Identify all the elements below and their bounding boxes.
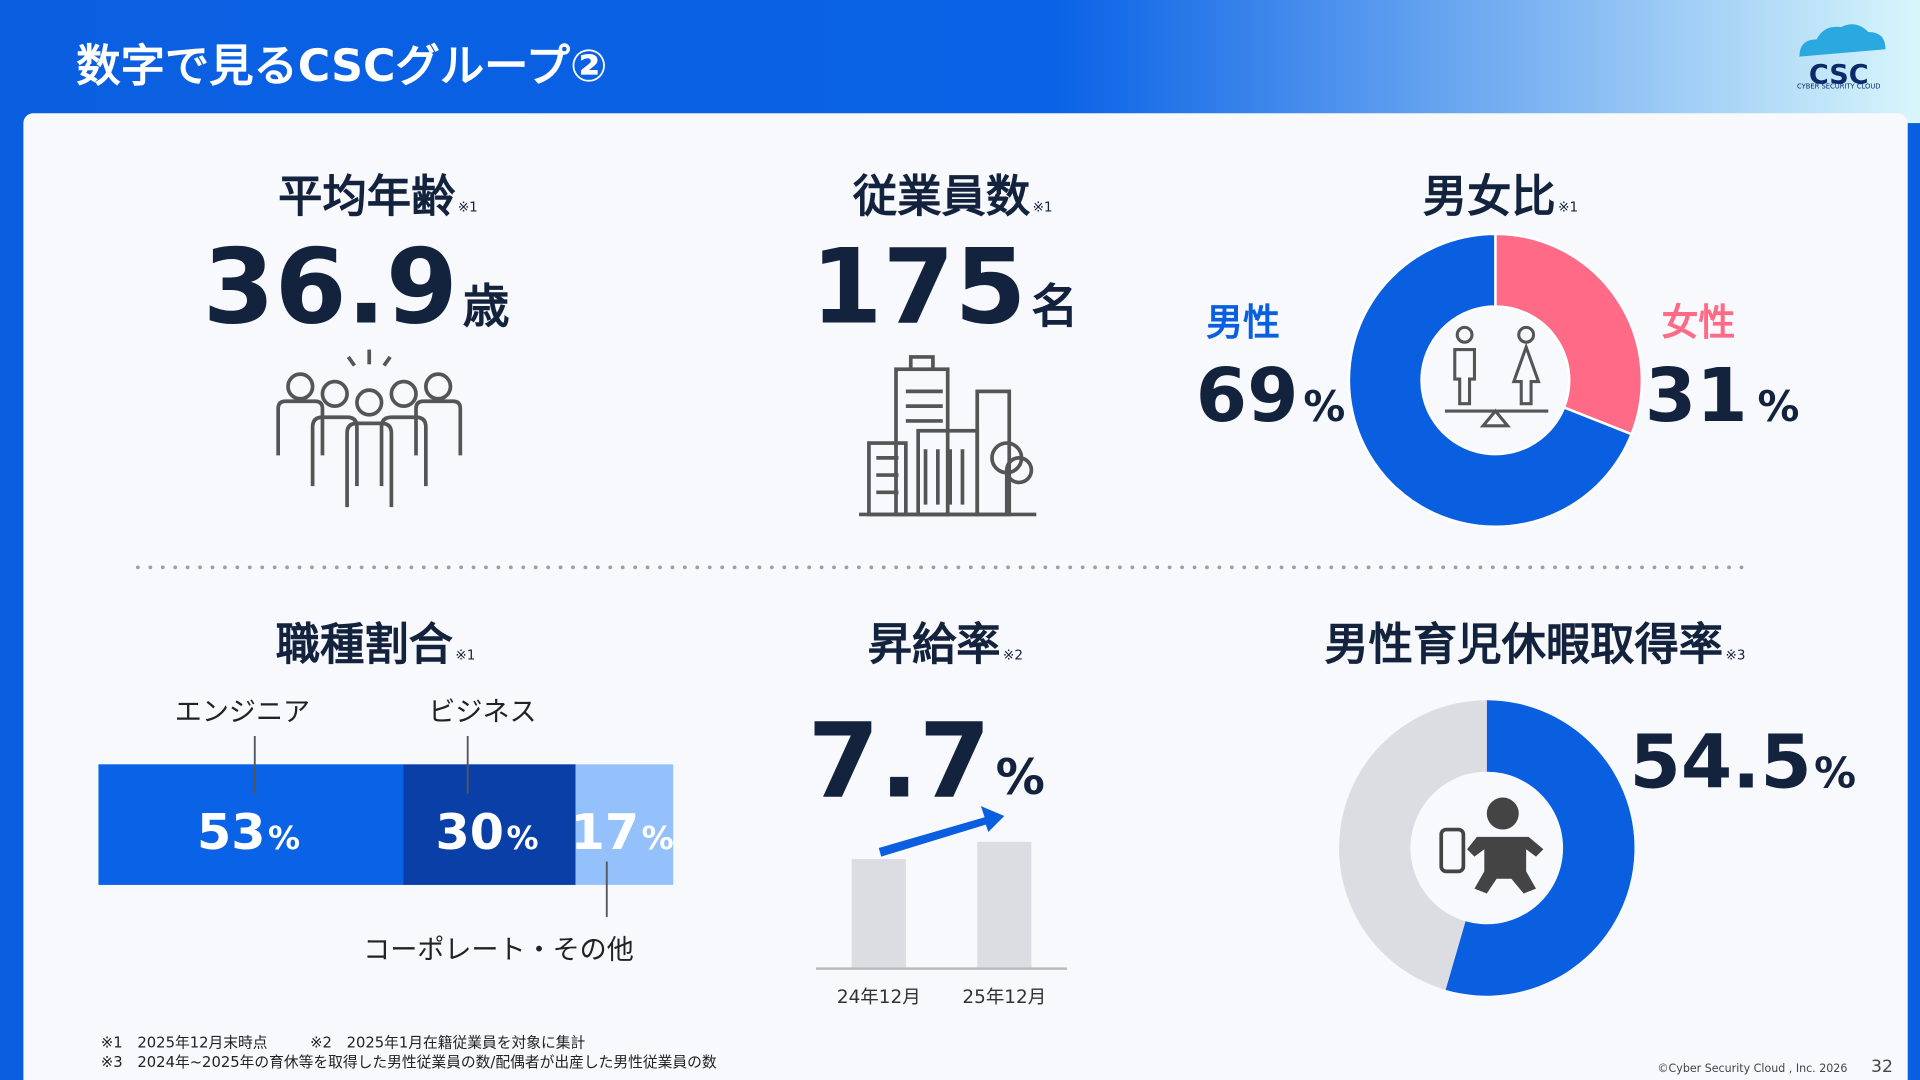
- note-mark: ※2: [1003, 648, 1023, 664]
- footnote: ※3 2024年~2025年の育休等を取得した男性従業員の数/配偶者が出産した男…: [101, 1053, 717, 1071]
- bar-label: コーポレート・その他: [363, 935, 634, 966]
- note-mark: ※1: [1033, 200, 1053, 216]
- header-bar: [0, 0, 1920, 124]
- copyright: ©Cyber Security Cloud , Inc. 2026: [1658, 1062, 1848, 1075]
- stat-value: 36.9: [203, 227, 458, 347]
- donut-segment: [1494, 232, 1644, 436]
- note-mark: ※3: [1726, 648, 1746, 664]
- building-icon: [859, 355, 1037, 517]
- stat-unit: %: [1758, 382, 1800, 431]
- section-title: 平均年齢: [278, 172, 456, 223]
- donut-segment: [1445, 700, 1635, 996]
- stat-unit: %: [996, 748, 1045, 806]
- bar-segment: [575, 764, 674, 885]
- baby-icon: [1439, 797, 1544, 894]
- note-mark: ※1: [458, 200, 478, 216]
- raise-arrow: [878, 806, 1005, 857]
- stat-unit: %: [1814, 749, 1856, 798]
- section-title: 男女比: [1423, 172, 1556, 223]
- bar-value: 17: [571, 803, 640, 861]
- page-number: 32: [1871, 1057, 1893, 1077]
- stat-value: 31: [1645, 353, 1748, 439]
- bar-value: 30: [436, 803, 505, 861]
- logo-sub: CYBER SECURITY CLOUD: [1797, 83, 1880, 91]
- stat-value: 175: [811, 227, 1027, 347]
- bar-value: 53: [197, 803, 266, 861]
- note-mark: ※1: [455, 648, 475, 664]
- donut-segment: [1347, 232, 1634, 528]
- stat-unit: 歳: [463, 280, 510, 334]
- note-mark: ※1: [1558, 200, 1578, 216]
- logo: CSC CYBER SECURITY CLOUD: [1797, 24, 1886, 91]
- bar-label: エンジニア: [175, 697, 310, 728]
- section-title: 男性育児休暇取得率: [1324, 620, 1723, 671]
- x-label: 25年12月: [962, 987, 1046, 1008]
- title: 数字で見るCSCグループ②: [76, 41, 607, 92]
- stat-value: 7.7: [808, 701, 991, 821]
- bar-unit: %: [642, 819, 674, 857]
- footnote: ※2 2025年1月在籍従業員を対象に集計: [310, 1034, 585, 1051]
- stat-unit: 名: [1031, 280, 1078, 334]
- section-title: 従業員数: [852, 172, 1031, 223]
- logo-text: CSC: [1809, 60, 1869, 91]
- bar-segment: [98, 764, 404, 885]
- stat-value: 69: [1196, 353, 1299, 439]
- bar-label: ビジネス: [428, 697, 536, 728]
- bar-unit: %: [507, 819, 539, 857]
- gender-icon: [1444, 325, 1549, 428]
- x-label: 24年12月: [837, 987, 921, 1008]
- people-icon: [276, 349, 463, 508]
- section-title: 昇給率: [868, 620, 1001, 671]
- stat-unit: %: [1303, 382, 1345, 431]
- stat-value: 54.5: [1630, 720, 1812, 806]
- legend-label: 男性: [1206, 301, 1280, 344]
- legend-label: 女性: [1662, 301, 1736, 344]
- bar-unit: %: [268, 819, 300, 857]
- section-title: 職種割合: [276, 620, 454, 671]
- raise-chart: [816, 806, 1068, 970]
- donut-rest: [1339, 700, 1487, 990]
- footnote: ※1 2025年12月末時点: [101, 1034, 268, 1051]
- raise-bar: [851, 859, 906, 969]
- bar-segment: [403, 764, 576, 885]
- raise-bar: [977, 841, 1032, 969]
